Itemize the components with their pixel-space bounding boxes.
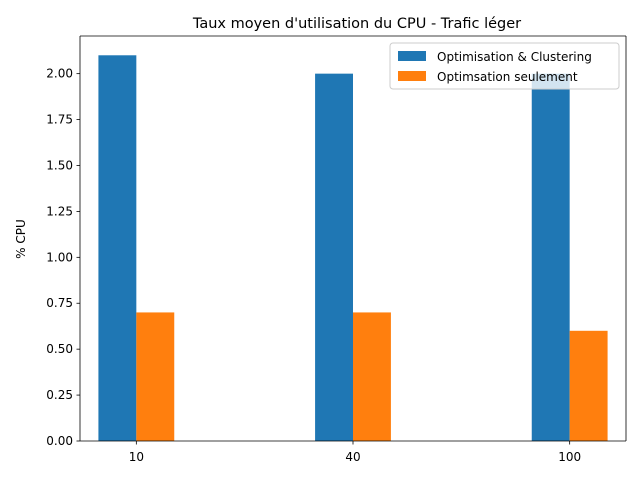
legend-swatch bbox=[398, 71, 426, 81]
legend-swatch bbox=[398, 51, 426, 61]
y-axis-label: % CPU bbox=[14, 219, 28, 259]
y-tick-label: 1.50 bbox=[46, 158, 73, 172]
y-tick-label: 2.00 bbox=[46, 67, 73, 81]
x-tick-label: 100 bbox=[558, 450, 581, 464]
bar-series2-100 bbox=[569, 330, 608, 441]
y-tick-label: 0.00 bbox=[46, 434, 73, 448]
legend: Optimisation & Clustering Optimsation seu… bbox=[389, 42, 620, 90]
legend-label: Optimisation & Clustering bbox=[437, 50, 592, 64]
y-tick-label: 0.50 bbox=[46, 342, 73, 356]
x-tick-label: 10 bbox=[129, 450, 144, 464]
x-tick-label: 40 bbox=[345, 450, 360, 464]
bar-series1-40 bbox=[315, 73, 353, 441]
bars-layer bbox=[98, 55, 608, 442]
axes-layer: 0.00 0.25 0.50 0.75 1.00 1.25 1.50 1.75 2.00 10 40… bbox=[46, 35, 627, 464]
chart-title: Taux moyen d'utilisation du CPU - Trafic… bbox=[192, 16, 521, 32]
y-tick-label: 0.75 bbox=[46, 296, 73, 310]
bar-series2-10 bbox=[136, 312, 175, 441]
y-tick-label: 1.00 bbox=[46, 250, 73, 264]
y-tick-label: 0.25 bbox=[46, 388, 73, 402]
legend-label: Optimsation seulement bbox=[437, 70, 578, 84]
y-tick-label: 1.25 bbox=[46, 204, 73, 218]
y-tick-label: 1.75 bbox=[46, 113, 73, 127]
bar-series2-40 bbox=[353, 312, 391, 441]
legend-box bbox=[389, 42, 620, 90]
bar-series1-10 bbox=[98, 55, 137, 442]
bar-series1-100 bbox=[531, 73, 570, 441]
